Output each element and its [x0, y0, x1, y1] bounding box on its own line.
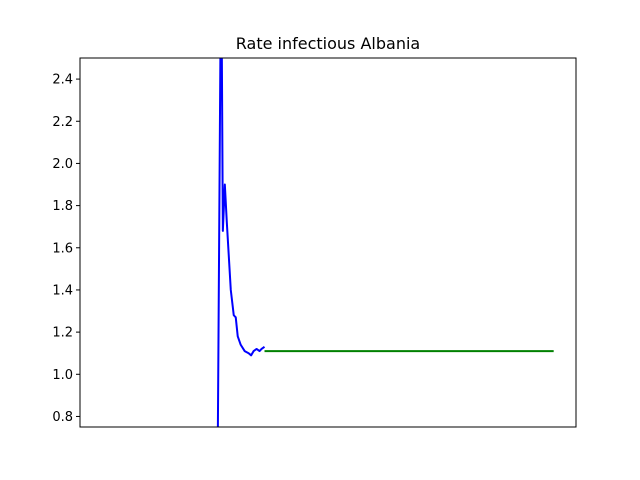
y-tick-label: 2.2 — [52, 115, 73, 130]
y-tick-label: 2.4 — [52, 73, 73, 88]
y-tick-label: 1.2 — [52, 326, 73, 341]
y-tick-label: 1.8 — [52, 199, 73, 214]
y-tick-label: 1.4 — [52, 283, 73, 298]
chart-title: Rate infectious Albania — [236, 34, 420, 53]
plot-area-frame — [79, 57, 577, 428]
y-tick-label: 0.8 — [52, 410, 73, 425]
y-tick-label: 1.6 — [52, 241, 73, 256]
y-tick-label: 1.0 — [52, 368, 73, 383]
y-tick-label: 2.0 — [52, 157, 73, 172]
series-line-0 — [216, 58, 266, 427]
y-axis: 0.8 1.0 1.2 1.4 1.6 1.8 2.0 2.2 2.4 — [52, 73, 80, 425]
series-group — [216, 58, 554, 427]
